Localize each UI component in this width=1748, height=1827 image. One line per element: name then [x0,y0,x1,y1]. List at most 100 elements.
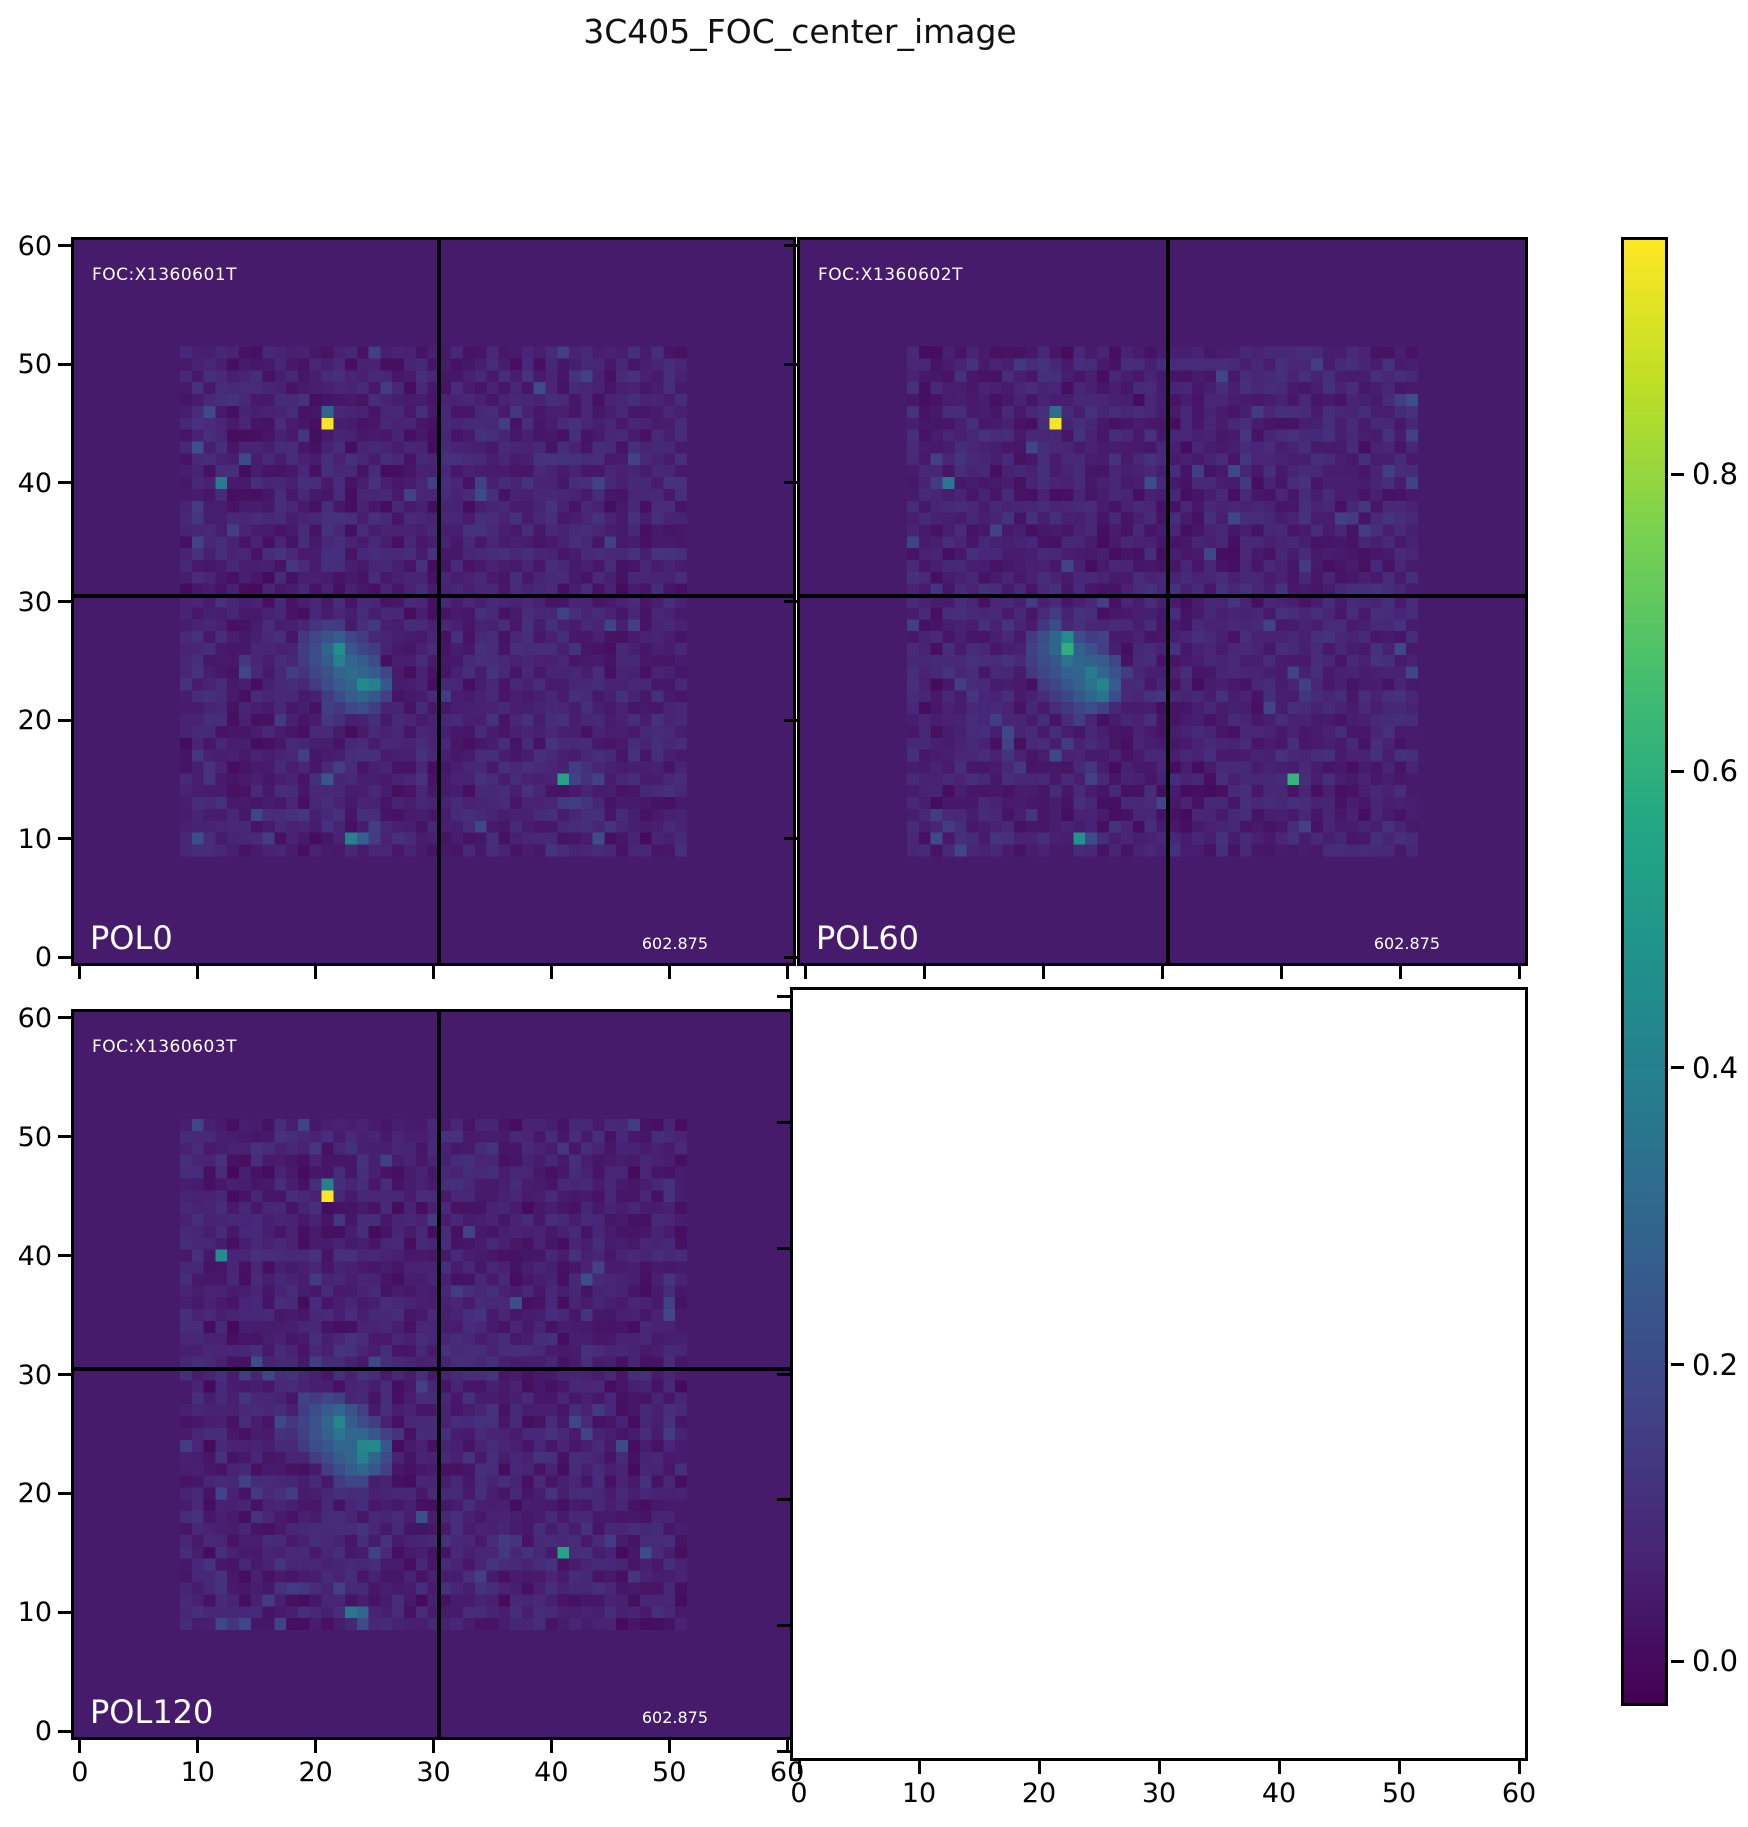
y-axis-tick-label: 40 [17,467,52,499]
axis-tick [1397,1761,1401,1774]
axis-tick [1279,966,1283,979]
axis-tick [1671,769,1684,773]
axis-tick [78,966,82,979]
axis-tick [1671,472,1684,476]
colorbar-gradient-canvas [1624,240,1665,1703]
x-axis-tick-label: 30 [1141,1778,1177,1809]
x-axis-tick-label: 10 [180,1757,215,1788]
heatmap-canvas-pol0 [74,240,793,963]
axis-tick [78,1740,82,1753]
y-axis-tick-label: 60 [17,230,52,262]
axis-tick [58,955,71,959]
exposure-value-label: 602.875 [641,1708,708,1727]
y-axis-tick-label: 0 [34,1716,52,1748]
axis-tick [1517,1761,1521,1774]
colorbar [1621,237,1668,1706]
axis-tick [1398,966,1402,979]
axis-tick [784,837,797,841]
axis-tick [58,1016,71,1020]
axis-tick [667,1740,671,1753]
y-axis-tick-label: 10 [17,1597,52,1629]
axis-tick [784,955,797,959]
axis-tick [784,718,797,722]
x-axis-tick-label: 30 [416,1757,451,1788]
exposure-value-label: 602.875 [641,934,708,953]
axis-tick [1277,1761,1281,1774]
axis-tick [784,481,797,485]
axis-tick [797,1761,801,1774]
colorbar-tick-label: 0.4 [1692,1050,1739,1085]
x-axis-tick-label: 40 [534,1757,569,1788]
axis-tick [196,1740,200,1753]
heatmap-panel-pol120: FOC:X1360603T POL120 602.875 [71,1009,796,1740]
y-axis-tick-label: 30 [17,1359,52,1391]
figure-title: 3C405_FOC_center_image [583,12,1017,51]
axis-tick [784,244,797,248]
axis-tick [1671,1659,1684,1663]
axis-tick [1161,966,1164,979]
axis-tick [917,1761,921,1774]
axis-tick [58,1491,71,1495]
y-axis-tick-label: 30 [17,586,52,618]
y-axis-tick-label: 0 [34,942,52,974]
axis-tick [58,1729,71,1733]
colorbar-tick-label: 0.2 [1692,1347,1739,1382]
empty-panel [790,987,1528,1761]
colorbar-tick-label: 0.8 [1692,457,1739,492]
x-axis-tick-label: 60 [1501,1778,1537,1809]
axis-tick [196,966,200,979]
axis-tick [58,837,71,841]
axis-tick [667,966,671,979]
crosshair-horizontal-line [800,593,1525,598]
crosshair-vertical-line [1166,240,1171,963]
axis-tick [58,244,71,248]
axis-tick [58,481,71,485]
axis-tick [58,1135,71,1139]
axis-tick [1517,966,1521,979]
x-axis-tick-label: 0 [71,1757,89,1788]
heatmap-panel-pol60: FOC:X1360602T POL60 602.875 [797,237,1528,966]
axis-tick [777,1372,790,1376]
axis-tick [1671,1066,1684,1070]
axis-tick [432,966,435,979]
y-axis-tick-label: 50 [17,349,52,381]
axis-tick [314,966,318,979]
axis-tick [1157,1761,1161,1774]
x-axis-tick-label: 20 [1021,1778,1057,1809]
exposure-value-label: 602.875 [1373,934,1440,953]
x-axis-tick-label: 50 [652,1757,687,1788]
axis-tick [1042,966,1046,979]
axis-tick [784,600,797,603]
axis-tick [777,1624,790,1628]
colorbar-tick-label: 0.6 [1692,754,1739,789]
axis-tick [777,1750,790,1754]
axis-tick [58,600,71,603]
x-axis-tick-label: 20 [298,1757,333,1788]
axis-tick [804,966,808,979]
axis-tick [1671,1363,1684,1367]
x-axis-tick-label: 10 [901,1778,937,1809]
axis-tick [58,362,71,366]
axis-tick [777,994,790,998]
axis-tick [777,1120,790,1124]
axis-tick [1037,1761,1041,1774]
heatmap-canvas-pol60 [800,240,1525,963]
y-axis-tick-label: 20 [17,705,52,737]
crosshair-horizontal-line [74,593,793,598]
axis-tick [314,1740,318,1753]
foc-id-label: FOC:X1360603T [92,1037,237,1057]
x-axis-tick-label: 40 [1261,1778,1297,1809]
heatmap-panel-pol0: FOC:X1360601T POL0 602.875 [71,237,796,966]
axis-tick [58,1254,71,1258]
crosshair-vertical-line [437,1012,442,1737]
foc-id-label: FOC:X1360602T [818,265,963,285]
axis-tick [785,1740,789,1753]
axis-tick [784,362,797,366]
axis-tick [549,966,553,979]
axis-tick [549,1740,553,1753]
foc-id-label: FOC:X1360601T [92,265,237,285]
y-axis-tick-label: 50 [17,1121,52,1153]
crosshair-horizontal-line [74,1366,793,1371]
y-axis-tick-label: 10 [17,823,52,855]
